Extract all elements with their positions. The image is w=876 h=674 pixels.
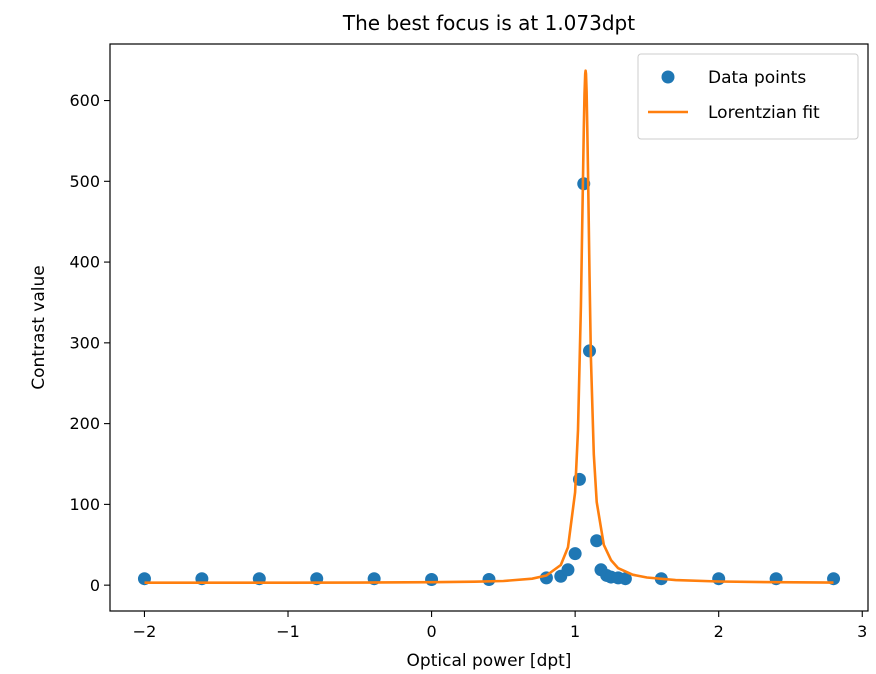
- data-point: [590, 534, 604, 548]
- axis-ticks: −2 −1 0 1 2 3 0 100 200 300 400 500 600: [69, 91, 867, 641]
- x-axis-label: Optical power [dpt]: [407, 651, 572, 671]
- legend-label-fit: Lorentzian fit: [708, 103, 820, 123]
- data-point: [618, 572, 632, 586]
- x-tick-label: 1: [570, 622, 580, 641]
- legend-label-data-points: Data points: [708, 68, 806, 88]
- data-point: [712, 572, 726, 586]
- y-tick-label: 100: [69, 495, 100, 514]
- fit-line: [144, 69, 834, 584]
- x-tick-label: 3: [857, 622, 867, 641]
- chart-title: The best focus is at 1.073dpt: [342, 11, 635, 35]
- y-tick-label: 500: [69, 172, 100, 191]
- legend: Data points Lorentzian fit: [637, 53, 859, 140]
- plot-area: [137, 69, 841, 586]
- y-axis-label: Contrast value: [29, 265, 49, 389]
- x-tick-label: −2: [133, 622, 157, 641]
- legend-box: [637, 53, 859, 140]
- data-point: [561, 563, 575, 577]
- y-tick-label: 200: [69, 414, 100, 433]
- data-point: [482, 573, 496, 586]
- data-point: [425, 573, 439, 586]
- x-tick-label: −1: [276, 622, 300, 641]
- y-tick-label: 600: [69, 91, 100, 110]
- data-point: [568, 547, 582, 561]
- plot-frame: [109, 43, 869, 612]
- legend-marker-data-points: [661, 70, 675, 84]
- y-tick-label: 0: [90, 576, 100, 595]
- x-tick-label: 2: [714, 622, 724, 641]
- y-tick-label: 300: [69, 333, 100, 352]
- y-tick-label: 400: [69, 253, 100, 272]
- x-tick-label: 0: [426, 622, 436, 641]
